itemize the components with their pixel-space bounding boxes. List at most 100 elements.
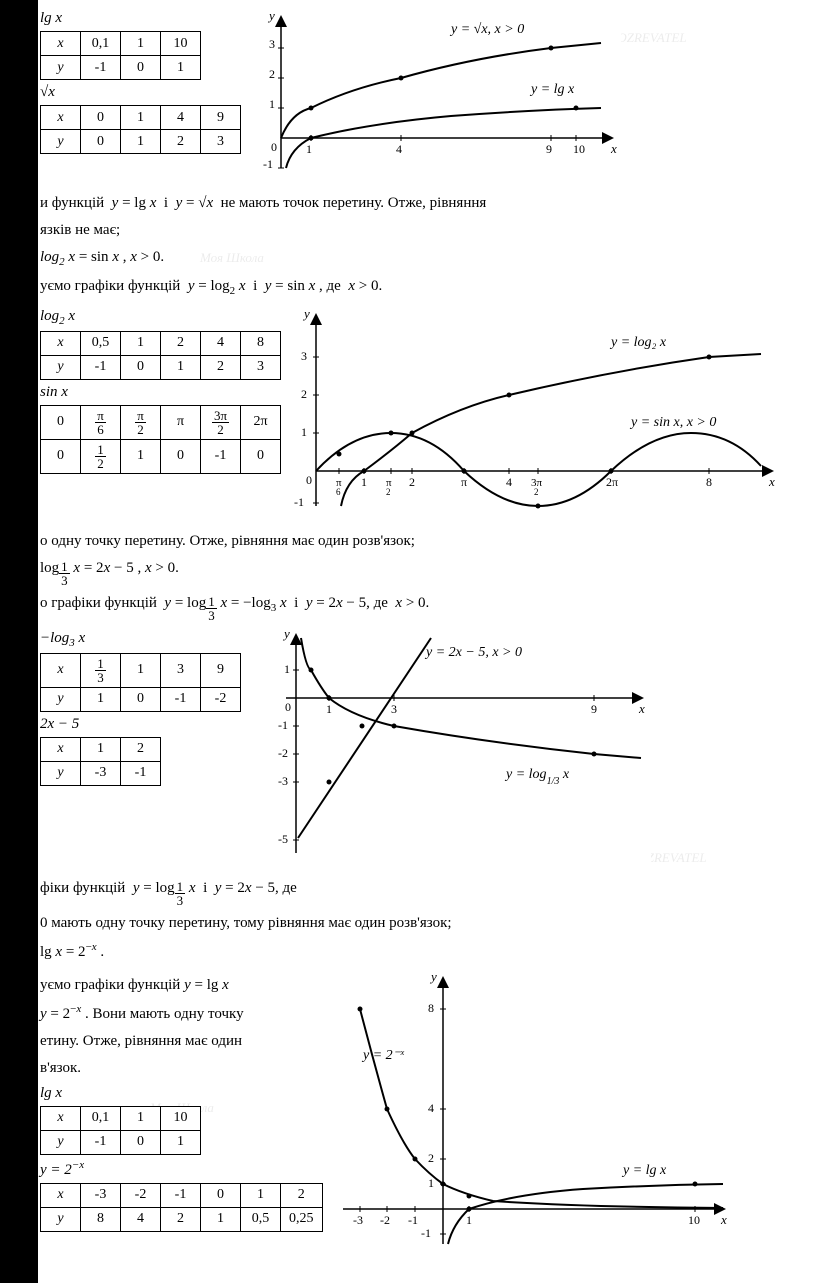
cell: 0 xyxy=(201,1183,241,1207)
svg-text:-1: -1 xyxy=(421,1226,431,1240)
svg-text:1: 1 xyxy=(428,1176,434,1190)
label-log2: log2 x xyxy=(40,308,281,327)
cell: 3 xyxy=(241,355,281,379)
svg-text:2: 2 xyxy=(409,475,415,489)
label-sin: sin x xyxy=(40,384,281,401)
para: 0 мають одну точку перетину, тому рівнян… xyxy=(40,913,819,934)
cell: 0 xyxy=(241,439,281,473)
svg-text:1: 1 xyxy=(326,702,332,716)
label-sqrtx: √x xyxy=(40,84,241,101)
cell: 1 xyxy=(121,1106,161,1130)
cell: 1 xyxy=(161,355,201,379)
text: y = 2−x . Вони мають одну точку xyxy=(40,1002,323,1025)
cell: y xyxy=(41,130,81,154)
cell: 1 xyxy=(241,1183,281,1207)
svg-text:x: x xyxy=(610,141,617,156)
cell: 1 xyxy=(161,56,201,80)
cell: 9 xyxy=(201,653,241,687)
cell: 2 xyxy=(161,130,201,154)
left-edge-smudge xyxy=(0,0,38,1283)
cell: 2 xyxy=(201,355,241,379)
cell: 1 xyxy=(121,106,161,130)
cell: x xyxy=(41,653,81,687)
cell: -3 xyxy=(81,1183,121,1207)
svg-text:4: 4 xyxy=(506,475,512,489)
svg-text:1: 1 xyxy=(301,425,307,439)
svg-text:0: 0 xyxy=(306,473,312,487)
cell: x xyxy=(41,32,81,56)
cell: -1 xyxy=(81,56,121,80)
svg-text:1: 1 xyxy=(361,475,367,489)
cell: π2 xyxy=(121,405,161,439)
svg-text:y: y xyxy=(282,628,290,641)
cell: y xyxy=(41,687,81,711)
svg-text:0: 0 xyxy=(285,700,291,714)
cell: -1 xyxy=(201,439,241,473)
para: и функцій y = lg x і y = √x не мають точ… xyxy=(40,193,819,214)
svg-text:-5: -5 xyxy=(278,832,288,846)
cell: y xyxy=(41,355,81,379)
svg-text:y = 2x − 5, x > 0: y = 2x − 5, x > 0 xyxy=(424,645,522,660)
cell: 1 xyxy=(161,1130,201,1154)
para: язків не має; xyxy=(40,220,819,241)
svg-text:10: 10 xyxy=(688,1213,700,1227)
cell: 9 xyxy=(201,106,241,130)
cell: 0 xyxy=(81,106,121,130)
cell: 1 xyxy=(121,331,161,355)
table-exp: x -3 -2 -1 0 1 2 y 8 4 2 1 0,5 0,25 xyxy=(40,1183,323,1232)
eq4: lg x = 2−x . xyxy=(40,940,819,963)
cell: 2π xyxy=(241,405,281,439)
cell: 3π2 xyxy=(201,405,241,439)
cell: x xyxy=(41,106,81,130)
cell: -2 xyxy=(201,687,241,711)
cell: -1 xyxy=(81,1130,121,1154)
cell: -1 xyxy=(81,355,121,379)
svg-text:3: 3 xyxy=(301,349,307,363)
svg-text:-1: -1 xyxy=(408,1213,418,1227)
svg-text:y: y xyxy=(429,969,437,984)
svg-text:-1: -1 xyxy=(294,495,304,509)
svg-text:2: 2 xyxy=(301,387,307,401)
build3: о графіки функцій y = log13 x = −log3 x … xyxy=(40,593,819,622)
chart-sqrt-lg: x y 0 1 4 9 10 1 2 3 -1 y = √x, x > 0 y … xyxy=(251,8,621,178)
table-sqrtx: x 0 1 4 9 y 0 1 2 3 xyxy=(40,105,241,154)
cell: 0 xyxy=(121,56,161,80)
svg-text:y = √x, x > 0: y = √x, x > 0 xyxy=(449,22,524,37)
cell: y xyxy=(41,56,81,80)
cell: 1 xyxy=(81,687,121,711)
svg-text:2: 2 xyxy=(428,1151,434,1165)
eq2: log2 x = sin x , x > 0. xyxy=(40,247,819,270)
cell: 1 xyxy=(81,737,121,761)
cell: x xyxy=(41,1106,81,1130)
table-log13: x 13 1 3 9 y 1 0 -1 -2 xyxy=(40,653,241,712)
svg-text:3: 3 xyxy=(269,37,275,51)
cell: 0 xyxy=(121,1130,161,1154)
cell: 0,1 xyxy=(81,32,121,56)
cell: 3 xyxy=(201,130,241,154)
svg-text:0: 0 xyxy=(271,140,277,154)
svg-text:9: 9 xyxy=(591,702,597,716)
cell: 13 xyxy=(81,653,121,687)
section-2: log2 x x 0,5 1 2 4 8 y -1 0 1 2 3 sin x … xyxy=(40,306,819,521)
svg-text:8: 8 xyxy=(428,1001,434,1015)
svg-text:1: 1 xyxy=(284,662,290,676)
cell: 0 xyxy=(41,405,81,439)
cell: -3 xyxy=(81,761,121,785)
cell: 1 xyxy=(121,439,161,473)
cell: y xyxy=(41,1130,81,1154)
svg-text:-3: -3 xyxy=(353,1213,363,1227)
svg-text:π: π xyxy=(461,475,467,489)
svg-text:y = lg x: y = lg x xyxy=(529,82,575,97)
svg-text:4: 4 xyxy=(428,1101,434,1115)
table-lgx: x 0,1 1 10 y -1 0 1 xyxy=(40,31,201,80)
svg-text:y = lg x: y = lg x xyxy=(621,1163,667,1178)
table-log2: x 0,5 1 2 4 8 y -1 0 1 2 3 xyxy=(40,331,281,380)
svg-text:2: 2 xyxy=(386,487,391,497)
cell: -2 xyxy=(121,1183,161,1207)
cell: 8 xyxy=(81,1207,121,1231)
label-log13: −log3 x xyxy=(40,630,241,649)
cell: 0 xyxy=(41,439,81,473)
svg-text:2: 2 xyxy=(269,67,275,81)
svg-text:2π: 2π xyxy=(606,475,618,489)
svg-text:-1: -1 xyxy=(278,718,288,732)
